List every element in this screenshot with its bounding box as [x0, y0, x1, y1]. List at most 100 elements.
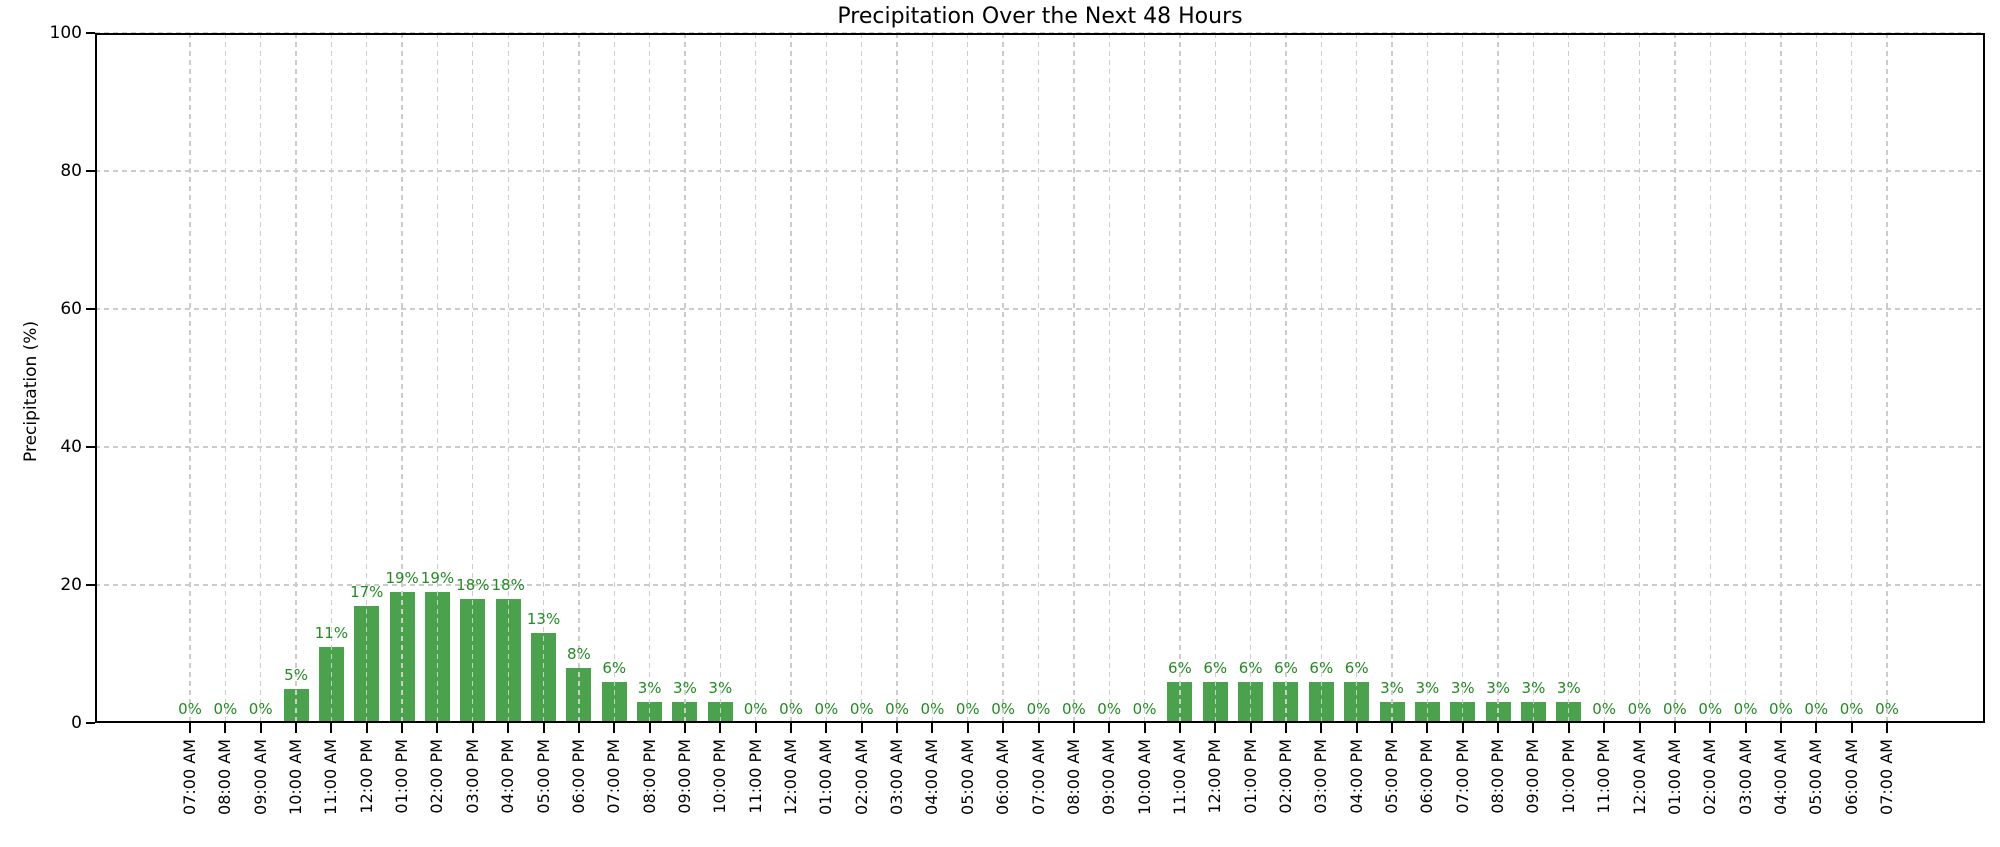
grid-line-vertical — [330, 33, 333, 723]
bar-value-label: 6% — [602, 658, 627, 677]
bar-value-label: 6% — [1274, 658, 1298, 677]
x-tick-mark — [966, 723, 969, 733]
bar-value-label: 0% — [1592, 700, 1617, 718]
bar-value-label: 0% — [178, 700, 202, 718]
bar-value-label: 18% — [491, 575, 525, 594]
bar-value-label: 13% — [526, 610, 561, 629]
bar-value-label: 0% — [213, 700, 238, 718]
x-tick-label: 11:00 AM — [1169, 739, 1189, 815]
grid-line-vertical — [401, 33, 403, 723]
x-tick-label: 04:00 PM — [1346, 739, 1366, 814]
x-tick-label: 11:00 AM — [321, 739, 341, 815]
x-tick-label: 10:00 PM — [710, 739, 730, 814]
y-tick-label: 40 — [60, 437, 82, 457]
x-tick-mark — [1744, 723, 1747, 733]
y-tick-mark — [86, 722, 95, 724]
x-tick-label: 10:00 AM — [1134, 739, 1154, 815]
x-tick-label: 06:00 PM — [568, 739, 588, 814]
x-tick-mark — [1567, 723, 1570, 733]
chart-title: Precipitation Over the Next 48 Hours — [837, 4, 1243, 29]
bar-value-label: 0% — [1839, 700, 1864, 718]
x-tick-mark — [683, 723, 686, 733]
bar-value-label: 0% — [849, 700, 874, 718]
x-tick-mark — [259, 723, 262, 733]
bar-value-label: 6% — [1344, 658, 1369, 677]
bar-value-label: 19% — [420, 568, 455, 587]
x-tick-label: 07:00 AM — [1877, 739, 1896, 815]
bar-value-label: 3% — [1556, 679, 1581, 698]
grid-line-vertical — [1886, 33, 1888, 723]
bar-value-label: 3% — [1380, 679, 1404, 698]
x-tick-label: 05:00 AM — [1806, 739, 1826, 815]
grid-line-vertical — [189, 33, 191, 723]
grid-line-vertical — [861, 33, 863, 723]
y-tick-label: 0 — [71, 713, 82, 733]
x-tick-label: 09:00 AM — [250, 739, 270, 815]
x-tick-label: 01:00 PM — [1240, 739, 1260, 814]
grid-line-vertical — [1850, 33, 1853, 723]
bar-value-label: 8% — [566, 644, 591, 663]
bar-value-label: 11% — [314, 624, 349, 643]
bar-value-label: 19% — [385, 568, 419, 587]
x-tick-mark — [1709, 723, 1712, 733]
bar-value-label: 0% — [1097, 700, 1122, 718]
bar-value-label: 0% — [1026, 700, 1051, 718]
x-tick-mark — [1320, 723, 1323, 733]
x-tick-mark — [1603, 723, 1606, 733]
x-tick-label: 08:00 AM — [215, 739, 235, 815]
x-tick-label: 10:00 PM — [1558, 739, 1578, 814]
x-tick-mark — [1108, 723, 1111, 733]
grid-line-horizontal — [95, 308, 1985, 310]
grid-line-vertical — [507, 33, 509, 723]
x-tick-label: 09:00 PM — [1523, 739, 1543, 814]
grid-line-vertical — [1780, 33, 1782, 723]
grid-line-vertical — [295, 33, 297, 723]
bar-value-label: 0% — [1733, 700, 1758, 718]
bar-value-label: 6% — [1168, 658, 1192, 677]
grid-line-vertical — [542, 33, 545, 723]
x-tick-label: 02:00 PM — [1275, 739, 1295, 814]
x-tick-mark — [754, 723, 757, 733]
bar-value-label: 6% — [1203, 658, 1228, 677]
grid-line-horizontal — [95, 32, 1985, 34]
x-tick-mark — [1355, 723, 1358, 733]
x-tick-mark — [1638, 723, 1641, 733]
bar-value-label: 0% — [814, 700, 839, 718]
grid-line-vertical — [1073, 33, 1075, 723]
x-tick-mark — [719, 723, 722, 733]
x-tick-label: 05:00 PM — [533, 739, 553, 814]
x-tick-mark — [825, 723, 828, 733]
x-tick-mark — [860, 723, 863, 733]
x-tick-label: 07:00 AM — [180, 739, 199, 815]
bar-value-label: 3% — [1450, 679, 1475, 698]
bar-value-label: 0% — [920, 700, 945, 718]
grid-line-vertical — [1143, 33, 1146, 723]
x-tick-label: 01:00 AM — [816, 739, 836, 815]
x-tick-mark — [648, 723, 651, 733]
y-tick-label: 100 — [49, 23, 82, 43]
x-tick-label: 12:00 AM — [781, 739, 801, 815]
x-tick-label: 01:00 PM — [392, 739, 412, 814]
x-tick-mark — [1886, 723, 1888, 733]
y-tick-mark — [86, 308, 95, 310]
y-tick-mark — [86, 170, 95, 172]
x-tick-mark — [1426, 723, 1429, 733]
bar-value-label: 5% — [284, 665, 308, 684]
grid-line-vertical — [1532, 33, 1535, 723]
grid-line-vertical — [755, 33, 757, 723]
x-tick-label: 04:00 AM — [1770, 739, 1790, 815]
grid-line-horizontal — [95, 584, 1985, 586]
x-tick-label: 09:00 PM — [674, 739, 694, 814]
bar-value-label: 0% — [779, 700, 803, 718]
x-tick-label: 03:00 PM — [1311, 739, 1331, 814]
x-tick-mark — [365, 723, 368, 733]
grid-line-horizontal — [95, 446, 1985, 448]
grid-line-vertical — [1320, 33, 1322, 723]
x-tick-label: 08:00 PM — [1488, 739, 1508, 814]
bar-value-label: 3% — [637, 679, 662, 698]
y-tick-mark — [86, 584, 95, 586]
grid-line-vertical — [1391, 33, 1393, 723]
x-tick-mark — [1532, 723, 1535, 733]
y-tick-mark — [86, 446, 95, 448]
